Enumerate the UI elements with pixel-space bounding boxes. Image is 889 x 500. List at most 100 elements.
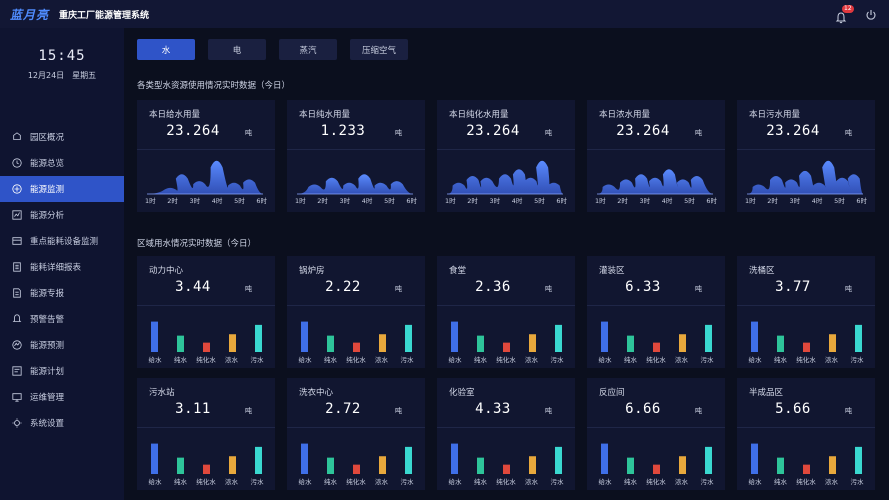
area-card-header: 半成品区 5.66 吨 xyxy=(737,378,875,428)
type-card-unit: 吨 xyxy=(545,129,552,137)
area-card-3: 食堂 2.36 吨给水 纯水 纯化水 浓水 污水 xyxy=(437,256,575,368)
building-icon xyxy=(13,132,21,140)
bar-5 xyxy=(255,324,262,352)
type-card-2: 本日纯水用量 1.233 吨 1时 2时 3时 4时 5时 6时 xyxy=(287,100,425,212)
area-card-9: 反应间 6.66 吨给水 纯水 纯化水 浓水 污水 xyxy=(587,378,725,490)
area-card-2: 锅炉房 2.22 吨给水 纯水 纯化水 浓水 污水 xyxy=(287,256,425,368)
area-card-header: 锅炉房 2.22 吨 xyxy=(287,256,425,306)
wave-chart-svg xyxy=(447,160,563,195)
area-card-6: 污水站 3.11 吨给水 纯水 纯化水 浓水 污水 xyxy=(137,378,275,490)
bar-1 xyxy=(751,443,758,474)
hour-label: 2时 xyxy=(167,197,178,205)
top-bar: 蓝月亮 重庆工厂能源管理系统 12 xyxy=(0,0,889,28)
type-card-wave-chart xyxy=(587,150,725,196)
bar-2 xyxy=(327,457,334,474)
type-card-label: 本日给水用量 xyxy=(149,110,201,120)
type-card-header: 本日纯化水用量 23.264 吨 xyxy=(437,100,575,150)
tab-4[interactable]: 压缩空气 xyxy=(350,39,408,60)
type-card-value: 23.264 xyxy=(466,123,520,139)
wave-chart-svg xyxy=(297,174,413,195)
area-card-label: 半成品区 xyxy=(749,388,784,398)
tab-3[interactable]: 蒸汽 xyxy=(279,39,337,60)
water-type-label: 纯化水 xyxy=(496,356,516,364)
sidebar-item-2[interactable]: 能源总览 xyxy=(0,150,124,176)
hour-label: 2时 xyxy=(467,197,478,205)
area-card-value: 2.72 xyxy=(325,401,361,417)
area-card-value: 3.77 xyxy=(775,279,811,295)
wave-area xyxy=(747,160,863,194)
notification-bell-icon[interactable]: 12 xyxy=(835,4,854,23)
area-bar-chart xyxy=(587,428,725,476)
hour-label: 2时 xyxy=(317,197,328,205)
bar-chart-svg xyxy=(151,321,262,352)
wave-chart-svg xyxy=(747,160,863,195)
wave-hour-labels: 1时 2时 3时 4时 5时 6时 xyxy=(587,195,725,205)
tab-1[interactable]: 水 xyxy=(137,39,195,60)
area-card-label: 化验室 xyxy=(449,388,475,398)
bar-5 xyxy=(555,446,562,474)
bar-1 xyxy=(601,321,608,352)
area-bar-chart xyxy=(137,428,275,476)
hour-label: 1时 xyxy=(295,197,306,205)
bar-category-labels: 给水 纯水 纯化水 浓水 污水 xyxy=(137,354,275,364)
sidebar-item-label: 园区概况 xyxy=(30,133,65,143)
area-bar-chart xyxy=(437,306,575,354)
bar-chart-svg xyxy=(751,321,862,352)
sidebar-item-1[interactable]: 园区概况 xyxy=(0,124,124,150)
bar-category-labels: 给水 纯水 纯化水 浓水 污水 xyxy=(137,476,275,486)
sidebar-item-4[interactable]: 能源分析 xyxy=(0,202,124,228)
wave-area xyxy=(447,160,563,194)
type-card-5: 本日污水用量 23.264 吨 1时 2时 3时 4时 5时 6时 xyxy=(737,100,875,212)
clock-panel: 15:45 12月24日 星期五 xyxy=(0,28,124,124)
water-type-label: 纯水 xyxy=(324,356,337,364)
type-card-3: 本日纯化水用量 23.264 吨 1时 2时 3时 4时 5时 6时 xyxy=(437,100,575,212)
type-card-label: 本日污水用量 xyxy=(749,110,801,120)
type-card-header: 本日浓水用量 23.264 吨 xyxy=(587,100,725,150)
power-icon[interactable] xyxy=(865,6,877,25)
water-type-label: 污水 xyxy=(550,356,564,364)
type-card-1: 本日给水用量 23.264 吨 1时 2时 3时 4时 5时 6时 xyxy=(137,100,275,212)
sidebar-item-8[interactable]: 预警告警 xyxy=(0,306,124,332)
sidebar-item-6[interactable]: 能耗详细报表 xyxy=(0,254,124,280)
sidebar-item-9[interactable]: 能源预测 xyxy=(0,332,124,358)
sidebar-item-11[interactable]: 运维管理 xyxy=(0,384,124,410)
type-card-wave-chart xyxy=(137,150,275,196)
sidebar-item-3[interactable]: 能源监测 xyxy=(0,176,124,202)
bar-category-labels: 给水 纯水 纯化水 浓水 污水 xyxy=(287,354,425,364)
area-card-label: 污水站 xyxy=(149,388,175,398)
water-type-label: 浓水 xyxy=(825,478,838,486)
sidebar: 15:45 12月24日 星期五 园区概况能源总览 能源监测 能源分析 重点能耗设备监测… xyxy=(0,28,124,500)
bar-1 xyxy=(751,321,758,352)
type-card-header: 本日纯水用量 1.233 吨 xyxy=(287,100,425,150)
wave-chart-svg xyxy=(597,169,713,195)
area-card-unit: 吨 xyxy=(395,407,402,415)
area-card-label: 洗桶区 xyxy=(749,266,775,276)
system-title: 重庆工厂能源管理系统 xyxy=(59,10,150,21)
section-title-water-types: 各类型水资源使用情况实时数据（今日） xyxy=(137,81,291,91)
bar-1 xyxy=(601,443,608,474)
analysis-icon xyxy=(12,210,22,220)
sidebar-item-5[interactable]: 重点能耗设备监测 xyxy=(0,228,124,254)
bar-4 xyxy=(529,456,536,474)
water-type-label: 浓水 xyxy=(375,478,388,486)
area-card-10: 半成品区 5.66 吨给水 纯水 纯化水 浓水 污水 xyxy=(737,378,875,490)
water-type-label: 污水 xyxy=(250,478,264,486)
tab-2[interactable]: 电 xyxy=(208,39,266,60)
wave-area xyxy=(597,169,713,194)
water-type-label: 给水 xyxy=(598,478,612,486)
sidebar-item-7[interactable]: 能源专报 xyxy=(0,280,124,306)
area-card-header: 食堂 2.36 吨 xyxy=(437,256,575,306)
bar-4 xyxy=(679,334,686,352)
water-type-label: 纯化水 xyxy=(346,356,366,364)
bar-chart-svg xyxy=(751,443,862,474)
bar-chart-svg xyxy=(601,321,712,352)
settings-icon xyxy=(12,418,22,428)
sidebar-item-12[interactable]: 系统设置 xyxy=(0,410,124,436)
bar-2 xyxy=(477,457,484,474)
wave-hour-labels: 1时 2时 3时 4时 5时 6时 xyxy=(287,195,425,205)
sidebar-item-10[interactable]: 能源计划 xyxy=(0,358,124,384)
area-card-label: 动力中心 xyxy=(149,266,184,276)
bar-4 xyxy=(379,334,386,352)
bar-3 xyxy=(653,342,660,352)
bar-1 xyxy=(301,321,308,352)
